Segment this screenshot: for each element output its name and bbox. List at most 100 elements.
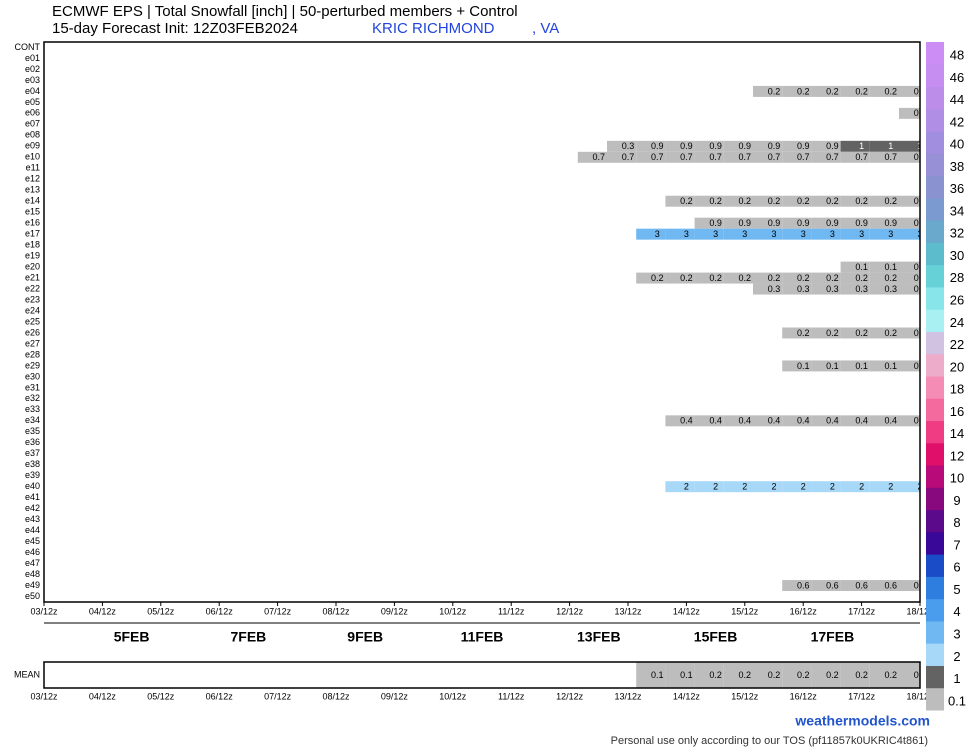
row-label: e46 <box>25 547 40 557</box>
x-tick-label: 06/12z <box>206 606 234 616</box>
cell-label: 0.1 <box>651 670 664 680</box>
colorbar-label: 5 <box>953 582 960 597</box>
row-label: e30 <box>25 371 40 381</box>
colorbar-bin <box>926 398 944 422</box>
cell-label: 0.2 <box>797 86 810 96</box>
row-label: e27 <box>25 338 40 348</box>
cell <box>753 662 783 688</box>
cell <box>577 151 607 163</box>
cell-label: 0.2 <box>768 196 781 206</box>
row-label: e13 <box>25 185 40 195</box>
cell-label: 0.7 <box>709 152 722 162</box>
cell <box>782 481 812 493</box>
cell-label: 0.6 <box>797 580 810 590</box>
colorbar-label: 28 <box>950 270 964 285</box>
cell-label: 0.2 <box>914 273 927 283</box>
cell-label: 0.2 <box>826 196 839 206</box>
cell <box>694 151 724 163</box>
cell-label: 0.1 <box>885 262 898 272</box>
cell-label: 0.2 <box>826 86 839 96</box>
cell-label: 0.9 <box>739 218 752 228</box>
colorbar-bin <box>926 687 944 711</box>
colorbar-label: 30 <box>950 248 964 263</box>
cell-label: 0.9 <box>680 141 693 151</box>
row-label: e50 <box>25 591 40 601</box>
cell <box>899 217 920 229</box>
row-label: e35 <box>25 426 40 436</box>
colorbar-bin <box>926 264 944 288</box>
row-label: e32 <box>25 393 40 403</box>
mean-label: MEAN <box>14 669 40 679</box>
x-tick-label: 18/12z <box>906 606 934 616</box>
cell-label: 0.1 <box>797 361 810 371</box>
cell <box>840 217 870 229</box>
cell-label: 0.2 <box>680 273 693 283</box>
cell-label: 0.2 <box>739 670 752 680</box>
colorbar-label: 18 <box>950 382 964 397</box>
cell <box>811 327 841 339</box>
x-tick-label: 09/12z <box>381 606 409 616</box>
cell <box>694 481 724 493</box>
cell-label: 0.1 <box>826 361 839 371</box>
cell <box>753 195 783 207</box>
colorbar-bin <box>926 465 944 488</box>
cell <box>753 151 783 163</box>
cell-label: 2 <box>888 482 893 492</box>
colorbar-bin <box>926 42 944 65</box>
cell <box>869 283 899 295</box>
cell <box>782 580 812 592</box>
cell <box>869 662 899 688</box>
plot-frame <box>43 41 921 603</box>
cell-label: 0.3 <box>914 284 927 294</box>
cell-label: 0.7 <box>680 152 693 162</box>
cell <box>811 283 841 295</box>
x-tick-label: 14/12z <box>673 606 701 616</box>
row-label: e17 <box>25 229 40 239</box>
colorbar-label: 48 <box>950 48 964 63</box>
cell-label: 1 <box>917 141 922 151</box>
cell <box>899 228 920 240</box>
cell-label: 0.9 <box>709 218 722 228</box>
cell-label: 3 <box>917 229 922 239</box>
colorbar-bin <box>926 665 944 689</box>
cell <box>899 481 920 493</box>
x-tick-label: 11/12z <box>498 691 525 701</box>
colorbar-bin <box>926 353 944 377</box>
row-label: e01 <box>25 53 40 63</box>
row-label: e12 <box>25 174 40 184</box>
colorbar-bin <box>926 442 944 466</box>
colorbar-label: 44 <box>950 92 964 107</box>
cell-label: 0.2 <box>914 86 927 96</box>
colorbar-bin <box>926 487 944 511</box>
row-label: e39 <box>25 470 40 480</box>
cell-label: 0.6 <box>826 580 839 590</box>
cell <box>753 272 783 284</box>
cell-label: 0.9 <box>914 218 927 228</box>
cell-label: 0.2 <box>797 273 810 283</box>
cell-label: 0.2 <box>768 273 781 283</box>
cell <box>899 283 920 295</box>
row-label: e10 <box>25 152 40 162</box>
cell-label: 0.2 <box>885 273 898 283</box>
cell-label: 0.9 <box>797 218 810 228</box>
cell <box>840 261 870 273</box>
cell-label: 0.7 <box>739 152 752 162</box>
cell-label: 0.6 <box>855 580 868 590</box>
date-label: 11FEB <box>461 629 504 645</box>
cell <box>811 85 841 97</box>
cell-label: 0.2 <box>826 670 839 680</box>
cell <box>899 272 920 284</box>
cell-label: 0.4 <box>855 416 868 426</box>
row-label: e15 <box>25 207 40 217</box>
cell <box>607 140 637 152</box>
cell <box>869 272 899 284</box>
cell <box>899 151 920 163</box>
colorbar-bin <box>926 598 944 622</box>
cell-label: 2 <box>859 482 864 492</box>
x-tick-label: 06/12z <box>206 691 234 701</box>
cell-label: 2 <box>771 482 776 492</box>
row-label: e43 <box>25 514 40 524</box>
cell-label: 0.9 <box>826 218 839 228</box>
cell <box>869 217 899 229</box>
